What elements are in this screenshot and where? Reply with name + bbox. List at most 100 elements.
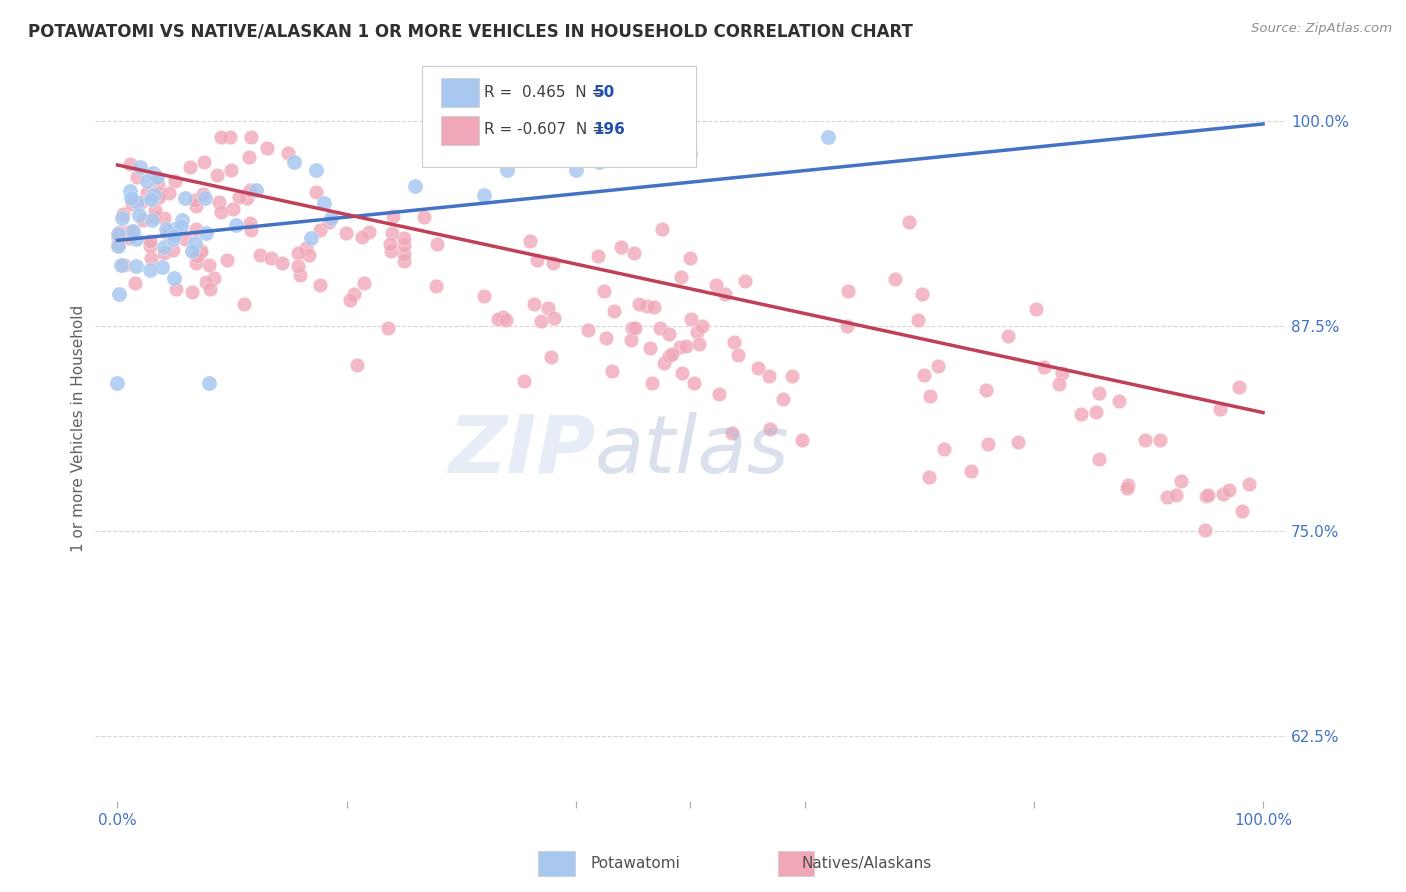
Point	[215, 252, 238, 267]
Point	[162, 244, 184, 258]
Point	[472, 187, 495, 202]
Point	[197, 258, 219, 272]
FancyBboxPatch shape	[441, 78, 479, 107]
Point	[202, 270, 225, 285]
Point	[540, 351, 562, 365]
Point	[686, 325, 709, 339]
Point	[1088, 452, 1111, 467]
Point	[495, 313, 517, 327]
Point	[377, 321, 399, 335]
Point	[1084, 405, 1107, 419]
Point	[180, 285, 202, 299]
Point	[519, 234, 541, 248]
Point	[193, 154, 215, 169]
Point	[690, 319, 713, 334]
Point	[977, 437, 1000, 451]
Point	[897, 215, 920, 229]
Point	[392, 231, 415, 245]
Point	[543, 310, 565, 325]
Point	[219, 130, 242, 145]
Point	[184, 193, 207, 207]
Point	[543, 256, 565, 270]
Point	[1033, 360, 1056, 375]
Point	[156, 226, 179, 240]
Point	[236, 191, 259, 205]
Point	[128, 161, 150, 175]
Point	[492, 310, 515, 324]
Point	[174, 191, 197, 205]
Point	[150, 260, 173, 274]
Point	[125, 259, 148, 273]
Point	[146, 169, 169, 184]
Point	[1194, 489, 1216, 503]
Point	[486, 311, 509, 326]
Point	[173, 231, 195, 245]
Point	[225, 218, 247, 232]
Point	[1232, 503, 1254, 517]
Point	[588, 154, 610, 169]
Point	[155, 222, 177, 236]
Point	[380, 244, 402, 258]
Point	[145, 210, 167, 224]
Point	[496, 162, 519, 177]
Text: R = -0.607  N =: R = -0.607 N =	[484, 122, 610, 137]
Point	[513, 374, 536, 388]
Point	[146, 177, 169, 191]
Point	[153, 240, 176, 254]
FancyBboxPatch shape	[441, 116, 479, 145]
Point	[747, 360, 769, 375]
Point	[219, 163, 242, 178]
Point	[564, 162, 586, 177]
Point	[1218, 483, 1240, 497]
Point	[1050, 366, 1073, 380]
Point	[378, 236, 401, 251]
Point	[1194, 523, 1216, 537]
Point	[112, 258, 135, 272]
Point	[288, 268, 311, 283]
Point	[207, 168, 229, 182]
Point	[669, 270, 692, 285]
Point	[627, 297, 650, 311]
Point	[346, 359, 368, 373]
Point	[238, 150, 260, 164]
Point	[312, 195, 335, 210]
Point	[118, 231, 141, 245]
Point	[683, 376, 706, 390]
Point	[679, 146, 702, 161]
Point	[117, 225, 139, 239]
Point	[610, 240, 633, 254]
Point	[918, 470, 941, 484]
Text: Potawatomi: Potawatomi	[591, 856, 681, 871]
Point	[108, 225, 131, 239]
Point	[232, 297, 254, 311]
Point	[688, 337, 710, 351]
Point	[1108, 394, 1130, 409]
Point	[162, 232, 184, 246]
Point	[392, 253, 415, 268]
Point	[295, 241, 318, 255]
Text: 196: 196	[593, 122, 626, 137]
Point	[425, 279, 447, 293]
Point	[1116, 478, 1139, 492]
Point	[381, 226, 404, 240]
Point	[1025, 301, 1047, 316]
Point	[141, 251, 163, 265]
Point	[139, 238, 162, 252]
Point	[239, 216, 262, 230]
Point	[153, 246, 176, 260]
Point	[143, 202, 166, 217]
Point	[381, 210, 404, 224]
Point	[658, 327, 681, 342]
Point	[132, 213, 155, 227]
Point	[239, 183, 262, 197]
Point	[1227, 380, 1250, 394]
Point	[107, 227, 129, 241]
Point	[120, 157, 142, 171]
Point	[108, 227, 131, 242]
Point	[817, 130, 839, 145]
Point	[652, 356, 675, 370]
Point	[157, 186, 180, 200]
Point	[211, 130, 233, 145]
Point	[124, 277, 146, 291]
Point	[1237, 477, 1260, 491]
